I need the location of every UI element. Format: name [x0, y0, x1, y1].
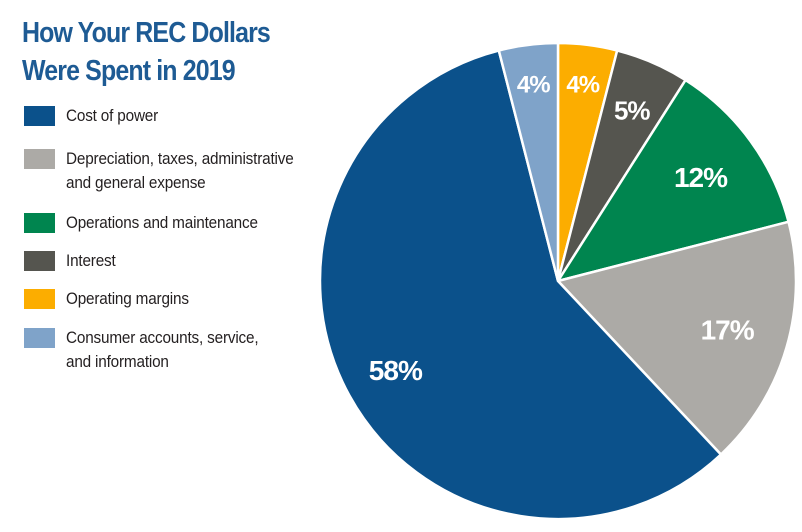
legend-item-cost-of-power: Cost of power: [24, 106, 366, 128]
legend-swatch-consumer-accounts: [24, 328, 55, 348]
legend-label-cost-of-power: Cost of power: [66, 106, 159, 125]
chart-title: How Your REC Dollars Were Spent in 2019: [22, 14, 280, 90]
legend-swatch-depreciation: [24, 149, 55, 169]
slice-label-interest: 5%: [614, 96, 650, 126]
chart-title-line-2: Were Spent in 2019: [22, 55, 236, 87]
legend-label-operating-margins: Operating margins: [66, 289, 189, 308]
legend-item-operating-margins: Operating margins: [24, 289, 366, 311]
slice-label-operating-margins: 4%: [566, 72, 599, 99]
chart-title-line-1: How Your REC Dollars: [22, 17, 271, 49]
legend-item-consumer-accounts: Consumer accounts, service, and informat…: [24, 328, 366, 374]
legend-label-consumer-accounts: Consumer accounts, service, and informat…: [66, 328, 259, 371]
pie-slice-cost-of-power: [318, 48, 723, 521]
slice-label-cost-of-power: 58%: [369, 355, 423, 386]
legend-swatch-interest: [24, 251, 55, 271]
legend-item-interest: Interest: [24, 251, 366, 273]
pie-slice-depreciation: [555, 220, 798, 457]
slice-label-depreciation: 17%: [701, 315, 755, 346]
pie-slice-consumer-accounts: [497, 41, 560, 282]
legend-label-depreciation: Depreciation, taxes, administrative and …: [66, 149, 294, 192]
legend-label-operations: Operations and maintenance: [66, 213, 258, 232]
slice-label-operations: 12%: [674, 162, 728, 193]
slice-label-consumer-accounts: 4%: [517, 72, 550, 99]
legend-label-interest: Interest: [66, 251, 116, 270]
legend-swatch-operations: [24, 213, 55, 233]
legend-swatch-cost-of-power: [24, 106, 55, 126]
pie-slice-operations: [555, 78, 791, 283]
legend-item-operations: Operations and maintenance: [24, 213, 366, 235]
legend-item-depreciation: Depreciation, taxes, administrative and …: [24, 149, 366, 195]
legend-swatch-operating-margins: [24, 289, 55, 309]
